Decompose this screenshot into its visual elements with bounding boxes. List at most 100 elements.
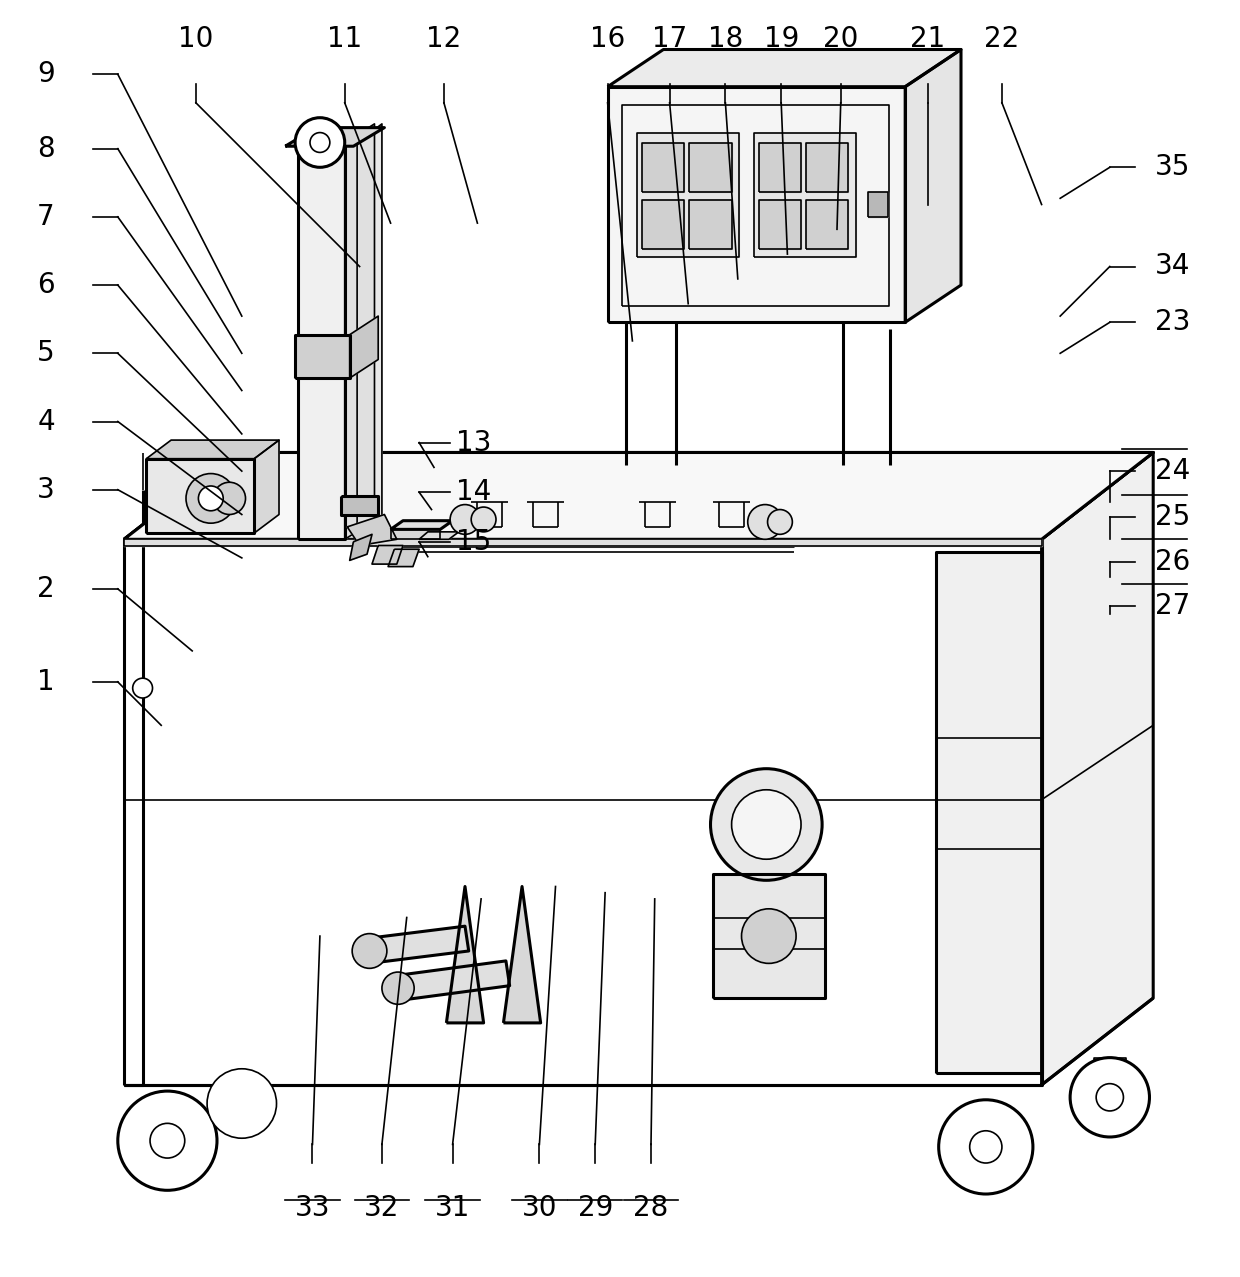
Text: 5: 5 bbox=[37, 340, 55, 368]
Polygon shape bbox=[759, 143, 801, 192]
Polygon shape bbox=[608, 50, 961, 87]
Text: 11: 11 bbox=[327, 26, 362, 54]
Polygon shape bbox=[503, 886, 541, 1023]
Polygon shape bbox=[936, 552, 1042, 1073]
Circle shape bbox=[198, 487, 223, 511]
Text: 20: 20 bbox=[823, 26, 858, 54]
Text: 32: 32 bbox=[365, 1194, 399, 1222]
Text: 12: 12 bbox=[427, 26, 461, 54]
Text: 18: 18 bbox=[708, 26, 743, 54]
Circle shape bbox=[133, 678, 153, 699]
Circle shape bbox=[310, 133, 330, 152]
Text: 35: 35 bbox=[1154, 153, 1190, 181]
Polygon shape bbox=[146, 458, 254, 533]
Polygon shape bbox=[146, 441, 279, 458]
Text: 26: 26 bbox=[1156, 548, 1190, 576]
Polygon shape bbox=[254, 441, 279, 533]
Polygon shape bbox=[347, 515, 397, 545]
Circle shape bbox=[732, 789, 801, 859]
Polygon shape bbox=[357, 124, 382, 539]
Text: 1: 1 bbox=[37, 668, 55, 696]
Text: 30: 30 bbox=[522, 1194, 557, 1222]
Polygon shape bbox=[759, 199, 801, 249]
Polygon shape bbox=[366, 926, 469, 963]
Polygon shape bbox=[806, 199, 848, 249]
Polygon shape bbox=[372, 545, 403, 564]
Text: 2: 2 bbox=[37, 575, 55, 603]
Text: 33: 33 bbox=[295, 1194, 330, 1222]
Circle shape bbox=[1070, 1057, 1149, 1137]
Polygon shape bbox=[124, 539, 1042, 1085]
Circle shape bbox=[207, 1069, 277, 1138]
Text: 3: 3 bbox=[37, 476, 55, 503]
Circle shape bbox=[213, 483, 246, 515]
Polygon shape bbox=[642, 199, 684, 249]
Circle shape bbox=[186, 474, 236, 524]
Polygon shape bbox=[124, 452, 1153, 539]
Text: 24: 24 bbox=[1156, 457, 1190, 485]
Polygon shape bbox=[1042, 452, 1153, 1085]
Text: 19: 19 bbox=[764, 26, 799, 54]
Polygon shape bbox=[285, 128, 384, 147]
Polygon shape bbox=[446, 886, 484, 1023]
Polygon shape bbox=[391, 521, 453, 530]
Circle shape bbox=[382, 972, 414, 1004]
Text: 6: 6 bbox=[37, 271, 55, 299]
Text: 25: 25 bbox=[1156, 503, 1190, 531]
Circle shape bbox=[450, 504, 480, 534]
Text: 21: 21 bbox=[910, 26, 945, 54]
Polygon shape bbox=[341, 495, 378, 515]
Text: 17: 17 bbox=[652, 26, 687, 54]
Polygon shape bbox=[905, 50, 961, 322]
Polygon shape bbox=[806, 143, 848, 192]
Polygon shape bbox=[295, 335, 350, 378]
Circle shape bbox=[118, 1091, 217, 1190]
Polygon shape bbox=[713, 873, 825, 999]
Polygon shape bbox=[637, 133, 739, 257]
Polygon shape bbox=[124, 539, 1042, 545]
Circle shape bbox=[150, 1124, 185, 1158]
Text: 13: 13 bbox=[456, 429, 492, 457]
Text: 23: 23 bbox=[1154, 308, 1190, 336]
Circle shape bbox=[970, 1130, 1002, 1163]
Circle shape bbox=[352, 933, 387, 968]
Circle shape bbox=[471, 507, 496, 531]
Text: 14: 14 bbox=[456, 478, 491, 506]
Polygon shape bbox=[391, 530, 440, 539]
Text: 31: 31 bbox=[435, 1194, 470, 1222]
Polygon shape bbox=[868, 192, 888, 217]
Text: 15: 15 bbox=[456, 527, 491, 555]
Polygon shape bbox=[642, 143, 684, 192]
Text: 34: 34 bbox=[1154, 253, 1190, 281]
Text: 16: 16 bbox=[590, 26, 625, 54]
Polygon shape bbox=[689, 143, 732, 192]
Polygon shape bbox=[350, 534, 372, 561]
Text: 4: 4 bbox=[37, 407, 55, 435]
Polygon shape bbox=[608, 87, 905, 322]
Polygon shape bbox=[388, 549, 419, 567]
Text: 29: 29 bbox=[578, 1194, 613, 1222]
Circle shape bbox=[1096, 1084, 1123, 1111]
Polygon shape bbox=[419, 531, 459, 539]
Polygon shape bbox=[689, 199, 732, 249]
Circle shape bbox=[748, 504, 782, 539]
Polygon shape bbox=[298, 143, 345, 539]
Circle shape bbox=[768, 510, 792, 534]
Circle shape bbox=[295, 117, 345, 167]
Text: 28: 28 bbox=[634, 1194, 668, 1222]
Text: 22: 22 bbox=[985, 26, 1019, 54]
Polygon shape bbox=[345, 124, 374, 539]
Polygon shape bbox=[350, 317, 378, 378]
Polygon shape bbox=[754, 133, 856, 257]
Text: 10: 10 bbox=[179, 26, 213, 54]
Polygon shape bbox=[1094, 1057, 1126, 1079]
Circle shape bbox=[939, 1099, 1033, 1194]
Text: 8: 8 bbox=[37, 134, 55, 162]
Polygon shape bbox=[124, 452, 1153, 539]
Circle shape bbox=[742, 909, 796, 963]
Text: 27: 27 bbox=[1156, 593, 1190, 621]
Polygon shape bbox=[394, 960, 510, 1001]
Text: 9: 9 bbox=[37, 60, 55, 88]
Text: 7: 7 bbox=[37, 203, 55, 231]
Polygon shape bbox=[124, 452, 1153, 539]
